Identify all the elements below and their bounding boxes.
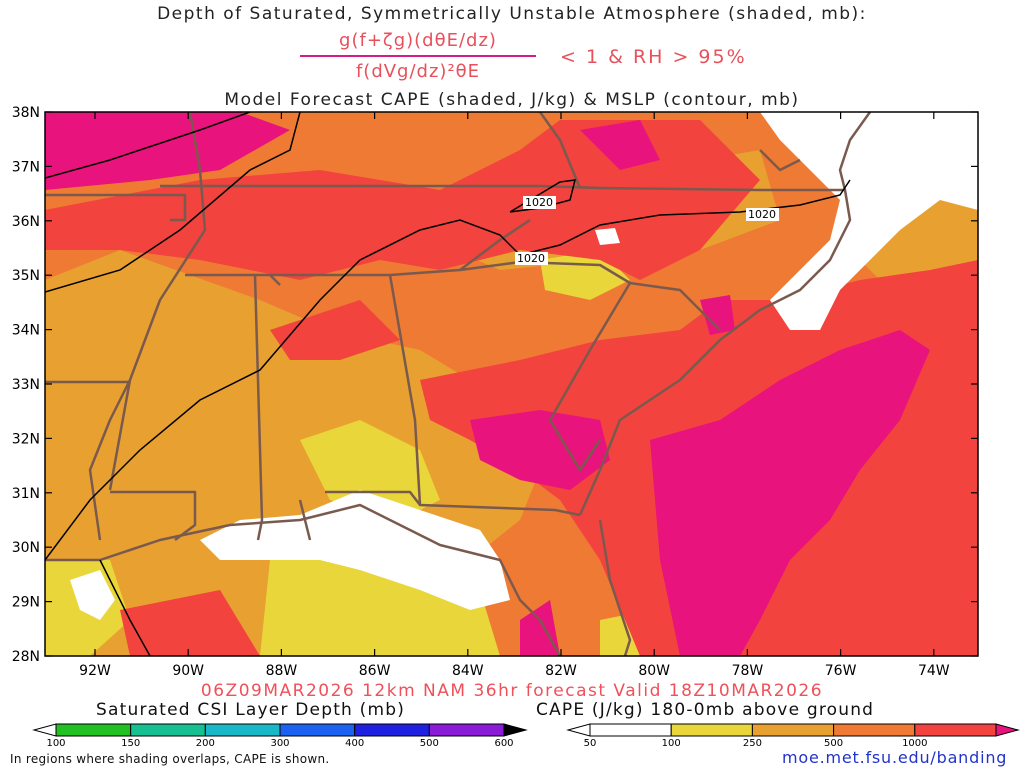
colorbar-tick-label: 600 — [494, 738, 513, 749]
colorbar-tick-label: 250 — [743, 738, 762, 749]
colorbar-swatch — [751, 723, 835, 737]
colorbar-tick-label: 500 — [420, 738, 439, 749]
lat-label: 31N — [12, 486, 40, 502]
colorbar-tick-label: 500 — [824, 738, 843, 749]
lon-label: 86W — [359, 663, 391, 679]
csi-depth-colorbar: 100 150 200 300 400 500 600 — [32, 723, 528, 749]
lon-label: 80W — [638, 663, 670, 679]
isobar-label-group: 1020 1020 1020 — [515, 196, 779, 265]
state-borders — [45, 112, 872, 656]
colorbar-tick-label: 1000 — [902, 738, 927, 749]
isobar-label: 1020 — [525, 196, 553, 209]
colorbar-tick-label: 300 — [270, 738, 289, 749]
forecast-valid-line: 06Z09MAR2026 12km NAM 36hr forecast Vali… — [200, 681, 824, 701]
cape-shading — [45, 112, 978, 656]
isobar-label: 1020 — [517, 252, 545, 265]
colorbar-swatch — [354, 723, 430, 737]
colorbar-swatch — [914, 723, 997, 737]
colorbar-under-arrow — [32, 723, 57, 737]
lat-label: 35N — [12, 268, 40, 284]
colorbar-tick-label: 150 — [121, 738, 140, 749]
colorbar-tick-label: 400 — [345, 738, 364, 749]
cape-legend-title: CAPE (J/kg) 180-0mb above ground — [536, 700, 875, 720]
colorbar-tick-label: 200 — [196, 738, 215, 749]
lat-label: 37N — [12, 159, 40, 175]
colorbar-swatch — [130, 723, 206, 737]
latitude-axis: 38N 37N 36N 35N 34N 33N 32N 31N 30N 29N 28N — [12, 105, 978, 665]
colorbar-swatch — [55, 723, 132, 737]
longitude-axis: 92W 90W 88W 86W 84W 82W 80W 78W 76W 74W — [79, 112, 950, 679]
lon-label: 78W — [732, 663, 764, 679]
colorbar-tick-label: 100 — [46, 738, 65, 749]
fraction-bar — [300, 55, 536, 57]
csi-legend-title: Saturated CSI Layer Depth (mb) — [96, 700, 406, 720]
cape-colorbar: 50 100 250 500 1000 — [566, 723, 1020, 749]
colorbar-over-arrow — [995, 723, 1020, 737]
colorbar-tick-label: 50 — [584, 738, 597, 749]
lon-label: 92W — [79, 663, 111, 679]
formula-denominator: f(dVg/dz)²θE — [355, 61, 481, 82]
colorbar-under-arrow — [566, 723, 591, 737]
colorbar-swatch — [589, 723, 672, 737]
source-link[interactable]: moe.met.fsu.edu/banding — [782, 748, 1008, 767]
lon-label: 84W — [452, 663, 484, 679]
title-line-1: Depth of Saturated, Symmetrically Unstab… — [157, 4, 867, 24]
lat-label: 28N — [12, 649, 40, 665]
lon-label: 88W — [266, 663, 298, 679]
colorbar-swatch — [833, 723, 916, 737]
lat-label: 32N — [12, 431, 40, 447]
isobar-label: 1020 — [748, 208, 776, 221]
colorbar-swatch — [670, 723, 753, 737]
lat-label: 38N — [12, 105, 40, 121]
lon-label: 76W — [825, 663, 857, 679]
formula-condition: < 1 & RH > 95% — [560, 46, 747, 68]
lat-label: 29N — [12, 595, 40, 611]
title-line-2: Model Forecast CAPE (shaded, J/kg) & MSL… — [224, 90, 800, 110]
lon-label: 82W — [545, 663, 577, 679]
lon-label: 74W — [918, 663, 950, 679]
colorbar-swatch — [279, 723, 356, 737]
colorbar-over-arrow — [503, 723, 528, 737]
colorbar-swatch — [204, 723, 281, 737]
lat-label: 33N — [12, 377, 40, 393]
lon-label: 90W — [172, 663, 204, 679]
lat-label: 30N — [12, 540, 40, 556]
formula-numerator: g(f+ζg)(dθE/dz) — [339, 30, 497, 51]
lat-label: 36N — [12, 214, 40, 230]
colorbar-swatch — [428, 723, 505, 737]
colorbar-tick-label: 100 — [662, 738, 681, 749]
footnote: In regions where shading overlaps, CAPE … — [10, 752, 330, 766]
lat-label: 34N — [12, 323, 40, 339]
